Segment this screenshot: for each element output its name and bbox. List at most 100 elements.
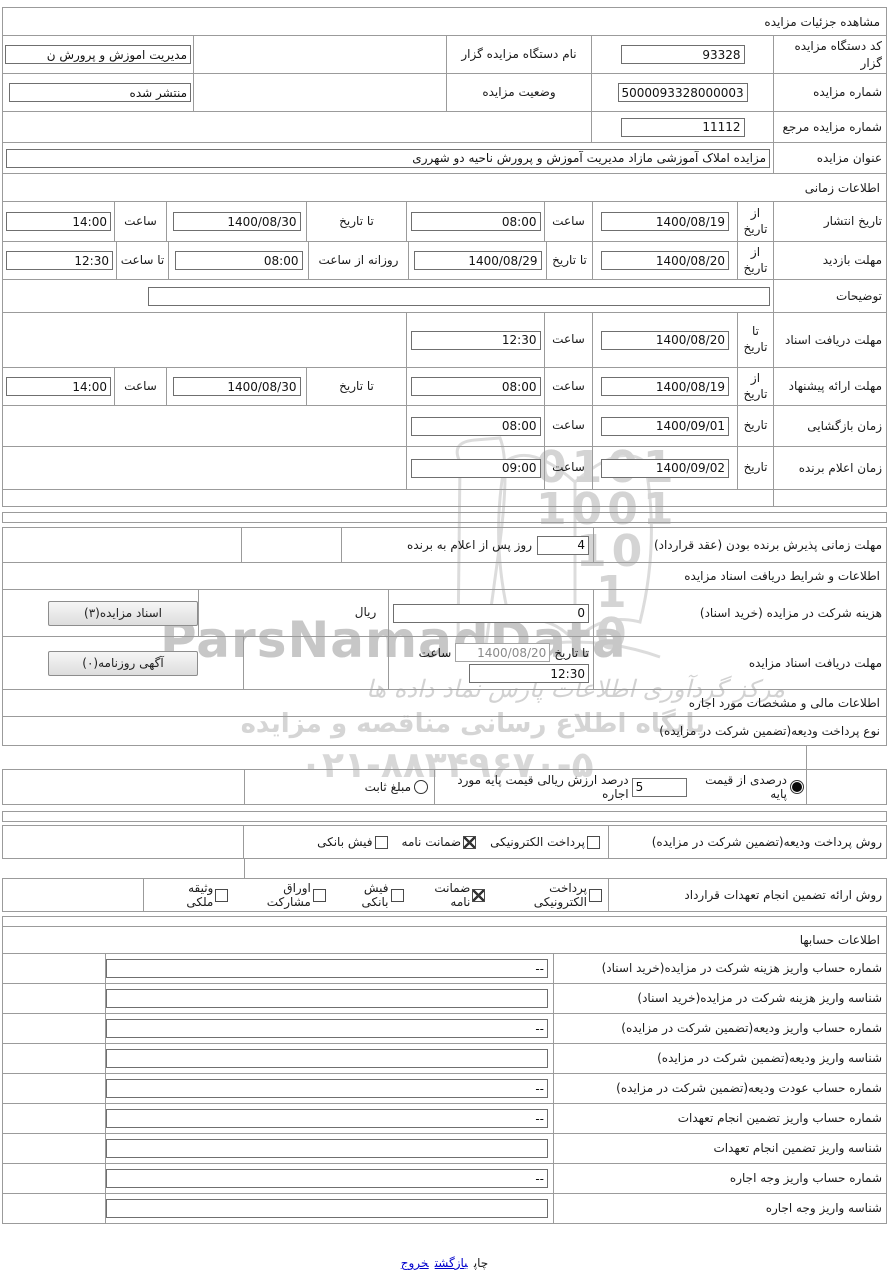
- guarantee-bankslip-label: فیش بانکی: [361, 881, 389, 909]
- offer-to-date-input[interactable]: [172, 377, 301, 396]
- financial-section-header-row: اطلاعات مالی و مشخصات مورد اجاره: [2, 689, 887, 717]
- guarantee-property-checkbox[interactable]: [215, 888, 229, 902]
- fee-spacer-cell: [198, 590, 343, 636]
- visit-to-time-input[interactable]: [6, 251, 113, 270]
- visit-to-date-label: تا تاریخ: [546, 242, 592, 279]
- financial-section-title: اطلاعات مالی و مشخصات مورد اجاره: [688, 696, 880, 710]
- percent-of-base-radio[interactable]: [790, 780, 804, 794]
- opening-hour-label: ساعت: [544, 406, 592, 446]
- acceptance-days-input[interactable]: [537, 535, 589, 555]
- winner-spacer: [3, 447, 406, 489]
- deposit-gap: [2, 746, 887, 770]
- row-doc-receipt: مهلت دریافت اسناد تا تاریخ ساعت: [2, 312, 887, 368]
- print-link[interactable]: چاپ: [473, 1256, 489, 1270]
- guarantee-bonds-label: اوراق مشارکت: [266, 881, 311, 909]
- guarantee-epay-checkbox[interactable]: [589, 888, 602, 902]
- guarantee-guarantee-label: ضمانت نامه: [434, 881, 471, 909]
- empty-tail-spacer: [3, 490, 773, 506]
- docs-deadline-date-input[interactable]: [455, 643, 551, 662]
- auction-docs-button[interactable]: اسناد مزایده(۳): [48, 600, 198, 626]
- acceptance-suffix: روز پس از اعلام به برنده: [407, 538, 532, 552]
- account-input[interactable]: [106, 1019, 548, 1038]
- row-notes: توضیحات: [2, 279, 887, 313]
- publish-label: تاریخ انتشار: [773, 202, 886, 241]
- visit-to-date-input[interactable]: [413, 251, 542, 270]
- percent-value-input[interactable]: [631, 777, 687, 797]
- fixed-amount-radio[interactable]: [414, 780, 428, 794]
- status-input[interactable]: [8, 83, 191, 102]
- fixed-amount-label: مبلغ ثابت: [364, 780, 411, 794]
- account-input[interactable]: [106, 1109, 548, 1128]
- account-input[interactable]: [106, 1079, 548, 1098]
- fee-input[interactable]: [393, 603, 589, 623]
- account-spacer: [3, 1074, 105, 1103]
- doc-receipt-to-date-label: تا تاریخ: [737, 313, 773, 367]
- docs-deadline-time-input[interactable]: [469, 664, 589, 683]
- ref-no-label: شماره مزایده مرجع: [773, 112, 886, 142]
- offer-to-time-input[interactable]: [6, 377, 111, 396]
- guarantee-property-label: وثیقه ملکی: [186, 881, 214, 909]
- publish-to-date-input[interactable]: [172, 212, 301, 231]
- visit-to-hour-label: تا ساعت: [116, 242, 168, 279]
- acceptance-spacer: [3, 528, 241, 562]
- visit-from-date-label: از تاریخ: [737, 242, 773, 279]
- accounts-section-header-row: اطلاعات حسابها: [2, 926, 887, 954]
- device-name-input[interactable]: [5, 45, 191, 64]
- docs-deadline-label: مهلت دریافت اسناد مزایده: [593, 637, 886, 689]
- guarantee-bonds-checkbox[interactable]: [312, 888, 326, 902]
- publish-from-time-input[interactable]: [410, 212, 541, 231]
- back-link[interactable]: بازگشت: [434, 1256, 468, 1270]
- device-code-input[interactable]: [620, 45, 745, 64]
- account-label: شماره حساب واریز تضمین انجام تعهدات: [553, 1104, 886, 1133]
- offer-label: مهلت ارائه پیشنهاد: [773, 368, 886, 405]
- winner-date-input[interactable]: [601, 458, 729, 478]
- account-row: شماره حساب واریز ودیعه(تضمین شرکت در مزا…: [2, 1013, 887, 1044]
- account-input[interactable]: [106, 959, 548, 978]
- deposit-bankslip-checkbox[interactable]: [374, 835, 388, 849]
- opening-spacer: [3, 406, 406, 446]
- opening-date-input[interactable]: [601, 416, 729, 436]
- doc-receipt-time-input[interactable]: [410, 330, 541, 350]
- account-input[interactable]: [106, 1169, 548, 1188]
- publish-to-time-input[interactable]: [6, 212, 111, 231]
- auction-no-input[interactable]: [617, 83, 748, 102]
- doc-receipt-hour-label: ساعت: [544, 313, 592, 367]
- acceptance-label: مهلت زمانی پذیرش برنده بودن (عقد قرارداد…: [593, 528, 886, 562]
- account-input[interactable]: [106, 989, 548, 1008]
- notes-input[interactable]: [148, 286, 770, 306]
- publish-from-hour-label: ساعت: [544, 202, 592, 241]
- notes-label: توضیحات: [773, 280, 886, 312]
- status-spacer-cell: [193, 74, 446, 111]
- deposit-radio-spacer: [3, 770, 244, 804]
- account-input[interactable]: [106, 1199, 548, 1218]
- winner-label: زمان اعلام برنده: [773, 447, 886, 489]
- account-row: شماره حساب واریز هزینه شرکت در مزایده(خر…: [2, 953, 887, 984]
- offer-from-time-input[interactable]: [410, 377, 541, 396]
- account-row: شناسه واریز هزینه شرکت در مزایده(خرید اس…: [2, 983, 887, 1014]
- exit-link[interactable]: خروج: [400, 1256, 429, 1270]
- guarantee-guarantee-checkbox[interactable]: [472, 888, 486, 902]
- publish-from-date-input[interactable]: [601, 212, 729, 231]
- account-input[interactable]: [106, 1049, 548, 1068]
- deposit-epay-checkbox[interactable]: [587, 835, 600, 849]
- deposit-guarantee-checkbox[interactable]: [463, 835, 477, 849]
- auction-title-label: عنوان مزایده: [773, 143, 886, 173]
- visit-from-date-input[interactable]: [601, 251, 729, 270]
- offer-from-date-input[interactable]: [601, 377, 729, 396]
- account-input[interactable]: [106, 1139, 548, 1158]
- deposit-method-spacer: [3, 826, 243, 858]
- separator-strip-2: [2, 811, 887, 822]
- row-device: کد دستگاه مزایده گزار نام دستگاه مزایده …: [2, 35, 887, 74]
- publish-to-hour-label: ساعت: [114, 202, 166, 241]
- opening-time-input[interactable]: [410, 416, 541, 436]
- visit-daily-from-label: روزانه از ساعت: [308, 242, 408, 279]
- newspaper-ad-button[interactable]: آگهی روزنامه(۰): [48, 650, 198, 676]
- visit-daily-from-time-input[interactable]: [174, 251, 303, 270]
- guarantee-bankslip-checkbox[interactable]: [390, 888, 404, 902]
- ref-no-input[interactable]: [620, 117, 745, 137]
- winner-time-input[interactable]: [410, 458, 541, 478]
- doc-receipt-date-input[interactable]: [601, 330, 729, 350]
- auction-title-input[interactable]: [6, 148, 770, 168]
- docs-section-title: اطلاعات و شرایط دریافت اسناد مزایده: [684, 569, 880, 583]
- deposit-bankslip-label: فیش بانکی: [317, 835, 373, 849]
